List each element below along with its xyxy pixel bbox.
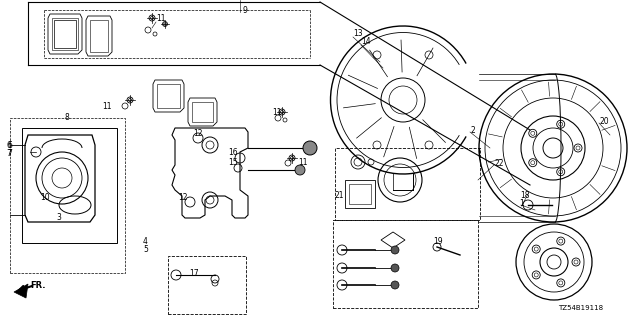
Text: 12: 12 [193, 129, 202, 138]
Text: 3: 3 [56, 213, 61, 222]
Text: 9: 9 [242, 5, 247, 14]
Circle shape [303, 141, 317, 155]
Bar [349, 184, 371, 204]
Text: 22: 22 [494, 158, 504, 167]
Text: 11: 11 [272, 108, 282, 116]
Text: 14: 14 [361, 36, 371, 45]
Text: 18: 18 [520, 190, 529, 199]
Bar [335, 148, 480, 220]
Text: 20: 20 [599, 116, 609, 125]
Text: 5: 5 [143, 244, 148, 253]
Text: 2: 2 [470, 125, 475, 134]
Text: 7: 7 [6, 148, 11, 157]
Text: FR.: FR. [30, 282, 45, 291]
Text: 15: 15 [228, 157, 237, 166]
Text: 6: 6 [6, 140, 11, 149]
Circle shape [391, 246, 399, 254]
Text: TZ54B19118: TZ54B19118 [558, 305, 603, 311]
Text: 11: 11 [102, 101, 111, 110]
Text: 16: 16 [228, 148, 237, 156]
Polygon shape [14, 284, 28, 298]
Text: 17: 17 [189, 268, 198, 277]
Bar [22, 128, 117, 243]
Bar [345, 180, 375, 208]
Circle shape [391, 264, 399, 272]
Text: 7: 7 [7, 148, 12, 157]
Bar [10, 118, 125, 273]
Circle shape [295, 165, 305, 175]
Text: 4: 4 [143, 236, 148, 245]
Text: 8: 8 [64, 113, 68, 122]
Bar [168, 256, 246, 314]
Bar [333, 220, 478, 308]
Text: 11: 11 [298, 157, 307, 166]
Text: 11: 11 [156, 13, 166, 22]
Text: 21: 21 [334, 191, 344, 201]
Text: 13: 13 [353, 28, 363, 37]
Text: 6: 6 [7, 140, 12, 149]
Text: 19: 19 [433, 236, 443, 245]
Text: 12: 12 [178, 194, 188, 203]
Text: 10: 10 [40, 194, 50, 203]
Text: 1: 1 [519, 198, 524, 207]
Circle shape [391, 281, 399, 289]
